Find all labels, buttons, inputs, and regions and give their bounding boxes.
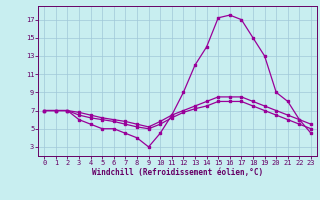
X-axis label: Windchill (Refroidissement éolien,°C): Windchill (Refroidissement éolien,°C)	[92, 168, 263, 177]
